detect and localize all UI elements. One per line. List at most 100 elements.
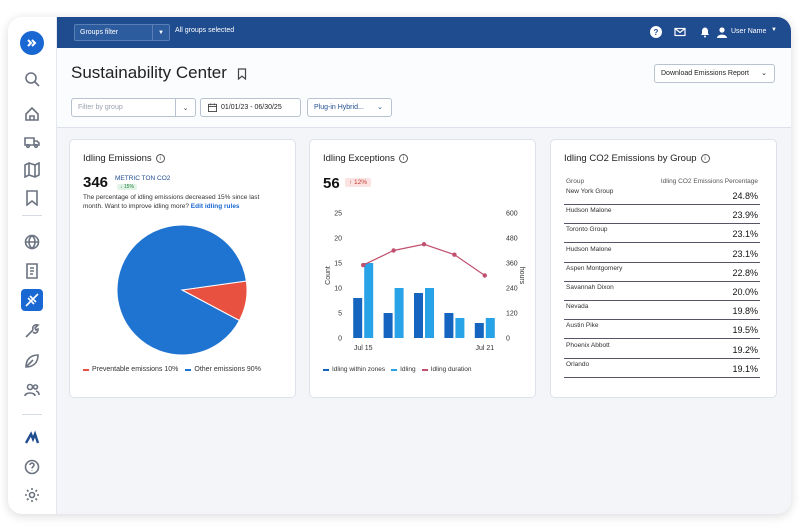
truck-icon[interactable]: [21, 131, 43, 153]
people-icon[interactable]: [21, 379, 43, 401]
info-icon[interactable]: i: [398, 154, 408, 163]
group-name-cell: Nevada: [566, 303, 589, 311]
bar-idling: [485, 318, 495, 338]
groups-filter-dropdown[interactable]: Groups filter ▼: [74, 24, 170, 41]
table-row: Toronto Group 23.1%: [564, 224, 760, 244]
legend-preventable: Preventable emissions 10%: [92, 366, 179, 373]
legend-swatch-idling: [391, 368, 398, 371]
mail-icon[interactable]: [673, 25, 687, 39]
date-range-picker[interactable]: 01/01/23 - 06/30/25: [200, 98, 301, 117]
bar-idling: [364, 263, 374, 338]
y2-tick-label: 600: [506, 211, 518, 218]
bar-idling-within-zones: [353, 298, 363, 338]
y-tick-label: 10: [334, 286, 342, 293]
chevron-down-icon[interactable]: ⌄: [175, 99, 195, 116]
page-header: Sustainability Center Download Emissions…: [57, 48, 791, 128]
y-tick-label: 15: [334, 261, 342, 268]
top-bar: Groups filter ▼ All groups selected ? Us…: [57, 17, 791, 48]
legend-swatch-zones: [323, 368, 329, 371]
pie-slice-other-emissions: [116, 224, 247, 356]
percentage-cell: 24.8%: [732, 191, 758, 201]
document-icon[interactable]: [21, 260, 43, 282]
group-name-cell: Hudson Malone: [566, 207, 612, 215]
line-point-idling-duration: [361, 262, 366, 268]
settings-gear-icon[interactable]: [21, 484, 43, 506]
y-tick-label: 20: [334, 236, 342, 243]
idling-emissions-title-row: Idling Emissions i: [83, 153, 165, 164]
page-title: Sustainability Center: [71, 63, 227, 82]
line-point-idling-duration: [421, 242, 427, 247]
search-icon[interactable]: [21, 68, 43, 90]
info-icon[interactable]: i: [155, 154, 165, 163]
group-name-cell: New York Group: [566, 188, 614, 195]
x-tick-label: Jul 15: [354, 345, 373, 352]
group-name-cell: Hudson Malone: [566, 245, 612, 253]
vehicle-type-value: Plug-in Hybrid...: [314, 104, 364, 111]
legend-swatch-other: [185, 368, 192, 371]
legend-idling: Idling: [400, 366, 416, 373]
line-point-idling-duration: [452, 252, 457, 257]
idling-exceptions-value: 56: [323, 175, 340, 192]
svg-text:?: ?: [654, 28, 659, 37]
chevron-down-icon: ⌄: [761, 70, 767, 77]
user-avatar-icon[interactable]: [715, 25, 729, 39]
legend-swatch-preventable: [83, 368, 89, 371]
vehicle-type-dropdown[interactable]: Plug-in Hybrid... ⌄: [307, 98, 392, 117]
pie-legend: Preventable emissions 10% Other emission…: [83, 366, 261, 373]
expand-sidebar-icon[interactable]: [20, 31, 44, 55]
metric-unit: METRIC TON CO2: [115, 175, 171, 182]
bookmark-icon[interactable]: [21, 187, 43, 209]
help-icon[interactable]: [21, 456, 43, 478]
percentage-cell: 20.0%: [732, 287, 758, 297]
bar-idling: [394, 288, 404, 338]
group-name-cell: Savannah Dixon: [566, 284, 614, 291]
edit-idling-rules-link[interactable]: Edit idling rules: [190, 202, 240, 210]
y2-tick-label: 360: [506, 261, 518, 268]
idling-exceptions-title-row: Idling Exceptions i: [323, 153, 408, 164]
y2-tick-label: 120: [506, 311, 518, 318]
card-title: Idling Exceptions: [323, 153, 395, 164]
help-icon[interactable]: ?: [649, 25, 663, 39]
bookmark-icon[interactable]: [237, 68, 247, 80]
co2-title-row: Idling CO2 Emissions by Group i: [564, 153, 710, 164]
download-emissions-report-button[interactable]: Download Emissions Report ⌄: [654, 64, 775, 83]
sustainability-icon[interactable]: [21, 289, 43, 311]
group-name-cell: Orlando: [566, 360, 590, 368]
percentage-cell: 19.1%: [732, 363, 758, 374]
y2-tick-label: 480: [506, 236, 518, 243]
column-header-percentage: Idling CO2 Emissions Percentage: [660, 178, 758, 185]
table-row: Orlando 19.1%: [564, 359, 760, 378]
bar-idling-within-zones: [444, 313, 454, 338]
user-name[interactable]: User Name: [731, 28, 767, 35]
line-point-idling-duration: [482, 273, 487, 278]
home-icon[interactable]: [21, 103, 43, 125]
y-axis-label: Count: [325, 266, 332, 285]
app-window: Groups filter ▼ All groups selected ? Us…: [8, 17, 791, 514]
chevron-down-icon: ⌄: [377, 104, 383, 111]
notification-bell-icon[interactable]: [698, 25, 712, 39]
change-badge: ↑ 12%: [345, 178, 372, 187]
percentage-cell: 23.1%: [732, 248, 758, 259]
percentage-cell: 19.2%: [732, 344, 758, 355]
percentage-cell: 19.8%: [732, 306, 758, 317]
brand-logo-icon: [21, 427, 43, 449]
info-icon[interactable]: i: [700, 154, 710, 163]
user-menu-caret-icon[interactable]: ▼: [771, 27, 777, 33]
bar-idling: [425, 288, 434, 338]
leaf-icon[interactable]: [21, 350, 43, 372]
y2-axis-label: hours: [518, 267, 525, 285]
percentage-cell: 23.9%: [732, 210, 758, 221]
groups-filter-label: Groups filter: [80, 29, 119, 36]
table-row: Aspen Montgomery 22.8%: [564, 263, 760, 282]
y2-tick-label: 0: [506, 336, 510, 343]
globe-icon[interactable]: [21, 231, 43, 253]
legend-other: Other emissions 90%: [194, 366, 261, 373]
date-range-value: 01/01/23 - 06/30/25: [221, 104, 282, 111]
legend-duration: Idling duration: [430, 366, 472, 373]
wrench-icon[interactable]: [21, 320, 43, 342]
filter-by-group-input[interactable]: Filter by group ⌄: [71, 98, 196, 117]
bar-idling-within-zones: [383, 313, 393, 338]
sidebar: [8, 17, 57, 514]
map-icon[interactable]: [21, 159, 43, 181]
percentage-cell: 22.8%: [732, 267, 758, 278]
